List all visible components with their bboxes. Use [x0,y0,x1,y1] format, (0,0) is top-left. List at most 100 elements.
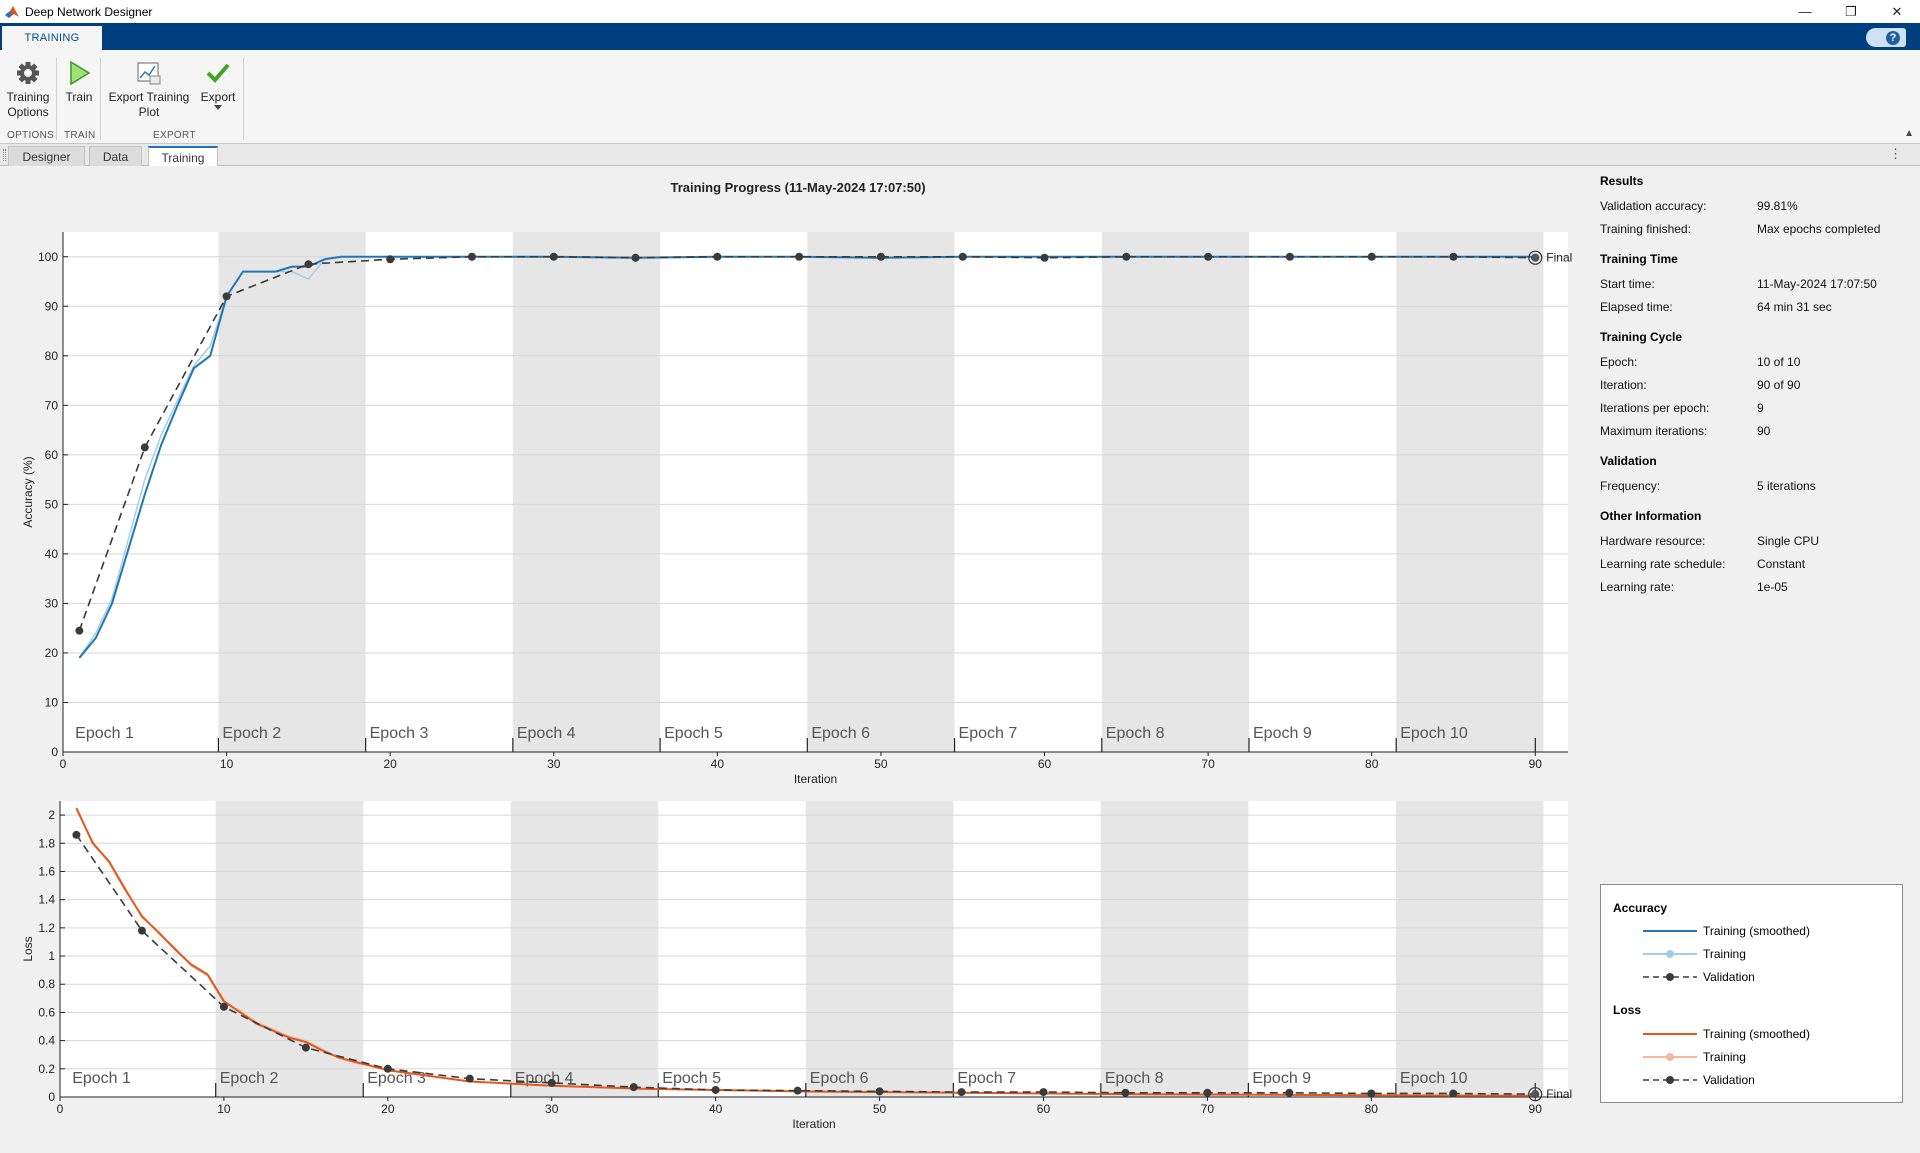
accuracy-y-tick-label: 90 [45,299,59,313]
window-title: Deep Network Designer [25,4,153,19]
export-training-plot-button[interactable]: Export Training Plot [106,60,192,120]
loss-y-tick-label: 1 [48,949,55,963]
legend-swatch [1643,973,1697,981]
export-plot-label-1: Export Training [108,90,190,104]
accuracy-epoch-band [807,232,955,752]
loss-epoch-band [805,801,954,1097]
accuracy-validation-point [876,252,885,261]
accuracy-epoch-label: Epoch 6 [811,725,870,742]
info-key: Validation accuracy: [1600,198,1707,213]
training-progress-panel: Training Progress (11-May-2024 17:07:50)… [0,166,1920,1153]
loss-epoch-band [1395,801,1544,1097]
loss-y-tick-label: 1.8 [38,836,55,850]
info-key: Elapsed time: [1600,299,1673,314]
legend-item: Training [1643,1050,1746,1064]
epoch-value: 10 of 10 [1757,354,1801,369]
start-time-value: 11-May-2024 17:07:50 [1757,276,1877,291]
validation-frequency-value: 5 iterations [1757,478,1816,493]
info-key: Learning rate: [1600,579,1675,594]
loss-epoch-label: Epoch 5 [662,1070,721,1087]
maximize-button[interactable]: ❐ [1845,3,1857,19]
accuracy-epoch-label: Epoch 10 [1400,725,1468,742]
info-row: Learning rate schedule: Constant [1600,552,1910,575]
accuracy-validation-point [795,252,804,261]
chevron-down-icon [214,105,222,110]
section-label-train: TRAIN [64,130,96,141]
matlab-logo-icon [5,5,19,18]
tab-designer[interactable]: Designer [8,146,85,166]
accuracy-y-tick-label: 0 [51,745,58,759]
help-button[interactable]: ? [1866,28,1906,47]
legend-swatch [1643,950,1697,958]
loss-validation-point [219,1002,228,1011]
export-button[interactable]: Export [196,60,240,115]
accuracy-x-tick-label: 10 [220,757,234,771]
info-key: Epoch: [1600,354,1638,369]
tab-training[interactable]: Training [148,146,218,167]
loss-validation-point [875,1087,884,1096]
accuracy-x-tick-label: 60 [1038,757,1052,771]
help-icon: ? [1886,30,1900,45]
info-key: Frequency: [1600,478,1661,493]
info-key: Maximum iterations: [1600,423,1708,438]
tab-data[interactable]: Data [89,146,142,166]
tab-training[interactable]: TRAINING [2,26,102,50]
accuracy-x-tick-label: 30 [547,757,561,771]
loss-y-tick-label: 0 [48,1090,55,1104]
loss-y-tick-label: 0.6 [38,1005,55,1019]
loss-final-marker [1528,1087,1543,1102]
loss-final-marker-dot [1531,1090,1539,1098]
close-button[interactable]: ✕ [1891,3,1903,19]
export-plot-label-2: Plot [138,105,160,119]
lr-schedule-value: Constant [1757,556,1806,571]
accuracy-validation-point [467,252,476,261]
legend-label: Validation [1703,1073,1755,1087]
training-options-button[interactable]: Training Options [6,60,50,120]
loss-validation-point [1039,1088,1048,1097]
info-key: Start time: [1600,276,1655,291]
checkmark-icon [206,63,230,83]
legend-loss-heading: Loss [1613,1003,1642,1017]
accuracy-validation-point [549,252,558,261]
accuracy-y-tick-label: 100 [38,250,58,264]
collapse-toolstrip-icon[interactable]: ▲ [1904,128,1914,139]
legend-label: Training (smoothed) [1703,1027,1810,1041]
loss-validation-point [711,1085,720,1094]
train-button[interactable]: Train [62,60,96,105]
legend-swatch [1643,930,1697,932]
accuracy-validation-point [631,253,640,262]
loss-x-tick-label: 30 [545,1102,559,1116]
accuracy-y-tick-label: 60 [45,448,59,462]
document-tabs: Designer Data Training ⋮ [0,144,1920,167]
info-key: Iterations per epoch: [1600,400,1710,415]
accuracy-epoch-label: Epoch 7 [959,725,1018,742]
loss-y-tick-label: 1.4 [38,893,55,907]
legend-accuracy-heading: Accuracy [1613,901,1668,915]
more-options-icon[interactable]: ⋮ [1889,146,1902,161]
legend-swatch [1643,1033,1697,1035]
export-plot-icon [137,62,161,85]
info-row: Iteration: 90 of 90 [1600,373,1910,396]
learning-rate-value: 1e-05 [1757,579,1788,594]
loss-validation-point [547,1078,556,1087]
section-divider [56,58,57,140]
legend-label: Training [1703,1050,1746,1064]
loss-y-tick-label: 0.4 [38,1034,55,1048]
iterations-per-epoch-value: 9 [1757,400,1764,415]
ribbon-tab-strip: TRAINING ? [0,23,1920,50]
accuracy-x-tick-label: 40 [711,757,725,771]
accuracy-x-tick-label: 70 [1201,757,1215,771]
accuracy-y-tick-label: 80 [45,349,59,363]
grip-icon[interactable] [3,149,6,161]
loss-y-tick-label: 0.2 [38,1062,55,1076]
section-label-options: OPTIONS [7,130,55,141]
info-row: Epoch: 10 of 10 [1600,350,1910,373]
loss-epoch-label: Epoch 6 [810,1070,869,1087]
minimize-button[interactable]: — [1798,4,1812,19]
info-row: Learning rate: 1e-05 [1600,575,1910,598]
accuracy-x-tick-label: 0 [60,757,67,771]
loss-epoch-band [1100,801,1249,1097]
training-finished-value: Max epochs completed [1757,221,1881,236]
loss-x-tick-label: 90 [1529,1102,1543,1116]
loss-epoch-label: Epoch 8 [1105,1070,1164,1087]
